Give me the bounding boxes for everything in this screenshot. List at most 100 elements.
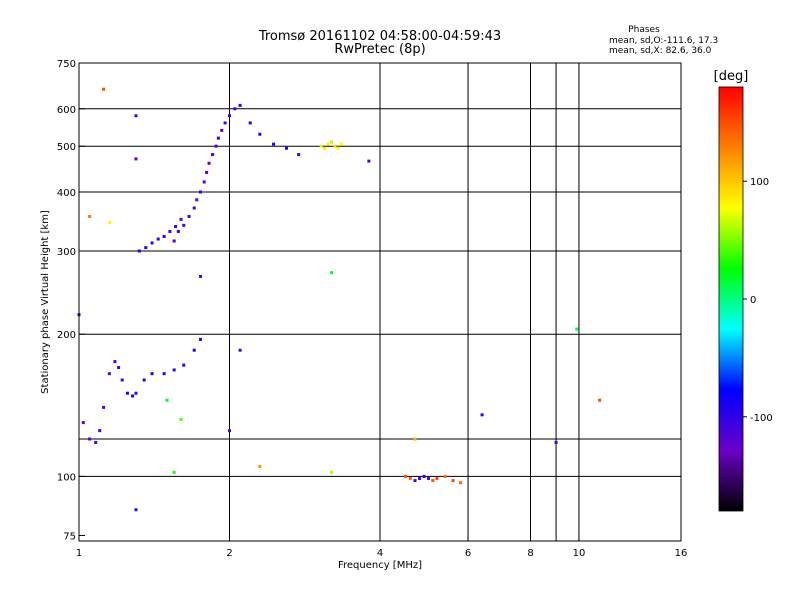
data-point bbox=[165, 398, 169, 402]
data-point bbox=[182, 363, 186, 367]
y-tick-label: 200 bbox=[57, 330, 76, 341]
data-point bbox=[220, 128, 224, 132]
data-point bbox=[88, 214, 92, 218]
data-point bbox=[330, 470, 334, 474]
data-point bbox=[172, 239, 176, 243]
stats-line-o: mean, sd,O:-111.6, 17.3 bbox=[609, 36, 718, 46]
colorbar-ticks: 100 0 -100 bbox=[743, 177, 773, 424]
data-point bbox=[330, 140, 334, 144]
data-point bbox=[195, 198, 199, 202]
data-point bbox=[323, 146, 327, 150]
data-point bbox=[408, 476, 412, 480]
data-point bbox=[443, 474, 447, 478]
data-point bbox=[150, 372, 154, 376]
data-point bbox=[199, 274, 203, 278]
data-point bbox=[238, 103, 242, 107]
data-point bbox=[168, 229, 172, 233]
data-point bbox=[199, 190, 203, 194]
y-tick-label: 400 bbox=[57, 188, 76, 199]
data-point bbox=[413, 437, 417, 441]
data-point bbox=[480, 413, 484, 417]
data-point bbox=[258, 132, 262, 136]
data-point bbox=[413, 479, 417, 483]
stats-title: Phases bbox=[628, 25, 660, 35]
data-point bbox=[336, 146, 340, 150]
data-point bbox=[174, 225, 178, 229]
data-point bbox=[192, 348, 196, 352]
x-axis-ticks: 1 2 4 6 8 10 16 bbox=[76, 535, 688, 559]
data-point bbox=[117, 366, 121, 370]
data-point bbox=[404, 474, 408, 478]
data-point bbox=[98, 429, 102, 433]
x-tick-label: 2 bbox=[226, 548, 232, 559]
data-point bbox=[223, 121, 227, 125]
data-point bbox=[233, 107, 237, 111]
data-point bbox=[162, 372, 166, 376]
x-tick-label: 8 bbox=[527, 548, 533, 559]
data-point bbox=[214, 144, 218, 148]
data-point bbox=[137, 249, 141, 253]
data-point bbox=[134, 391, 138, 395]
y-tick-label: 600 bbox=[57, 105, 76, 116]
data-point bbox=[422, 474, 426, 478]
data-point bbox=[238, 348, 242, 352]
y-axis-ticks: 75 100 200 300 400 500 600 750 bbox=[57, 59, 85, 542]
chart-title: Tromsø 20161102 04:58:00-04:59:43 bbox=[258, 29, 501, 44]
data-point bbox=[451, 479, 455, 483]
data-point bbox=[88, 437, 92, 441]
x-tick-label: 6 bbox=[465, 548, 471, 559]
data-point bbox=[426, 476, 430, 480]
data-point bbox=[179, 417, 183, 421]
data-point bbox=[107, 372, 111, 376]
y-tick-label: 300 bbox=[57, 247, 76, 258]
data-point bbox=[134, 157, 138, 161]
data-point bbox=[113, 360, 117, 364]
data-point bbox=[431, 479, 435, 483]
data-point bbox=[418, 476, 422, 480]
data-point bbox=[554, 440, 558, 444]
colorbar-tick-label: 0 bbox=[750, 295, 756, 306]
data-point bbox=[187, 214, 191, 218]
data-point bbox=[182, 223, 186, 227]
data-point bbox=[216, 136, 220, 140]
data-point bbox=[107, 220, 111, 224]
data-point bbox=[326, 142, 330, 146]
data-point bbox=[575, 327, 579, 331]
stats-line-x: mean, sd,X: 82.6, 36.0 bbox=[609, 46, 712, 56]
data-point bbox=[258, 464, 262, 468]
x-tick-label: 4 bbox=[377, 548, 383, 559]
data-point bbox=[333, 144, 337, 148]
data-point bbox=[272, 142, 276, 146]
data-point bbox=[102, 405, 106, 409]
data-point bbox=[367, 159, 371, 163]
data-point bbox=[192, 206, 196, 210]
data-point bbox=[284, 146, 288, 150]
colorbar-tick-label: 100 bbox=[750, 177, 769, 188]
x-axis-label: Frequency [MHz] bbox=[338, 560, 422, 571]
y-tick-label: 75 bbox=[63, 531, 76, 542]
data-point bbox=[102, 87, 106, 91]
y-tick-label: 100 bbox=[57, 472, 76, 483]
data-point bbox=[435, 476, 439, 480]
data-point bbox=[248, 121, 252, 125]
data-point bbox=[598, 398, 602, 402]
data-point bbox=[131, 394, 135, 398]
data-point bbox=[81, 421, 85, 425]
data-point bbox=[150, 241, 154, 245]
data-point bbox=[202, 180, 206, 184]
data-point bbox=[228, 114, 231, 118]
colorbar-label: [deg] bbox=[714, 69, 749, 84]
grid-lines bbox=[79, 63, 681, 541]
data-point bbox=[297, 153, 301, 157]
x-tick-label: 16 bbox=[675, 548, 688, 559]
data-point bbox=[330, 271, 334, 275]
data-point bbox=[319, 144, 323, 148]
data-point bbox=[142, 378, 146, 382]
data-points bbox=[77, 87, 602, 512]
data-point bbox=[339, 142, 343, 146]
data-point bbox=[207, 161, 211, 165]
data-point bbox=[144, 246, 148, 250]
x-tick-label: 1 bbox=[76, 548, 82, 559]
data-point bbox=[94, 440, 98, 444]
